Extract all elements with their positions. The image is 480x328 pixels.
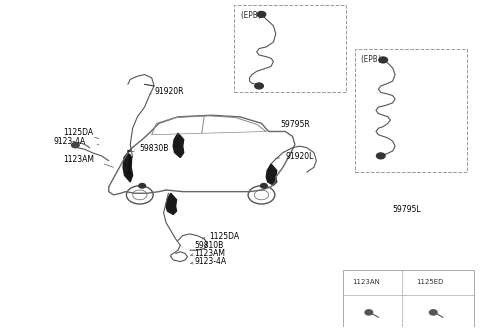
Text: 91920R: 91920R <box>149 87 183 96</box>
Circle shape <box>139 183 145 188</box>
Text: 59810B: 59810B <box>195 240 224 250</box>
Circle shape <box>379 57 387 63</box>
Text: 1125DA: 1125DA <box>63 128 94 137</box>
Text: 59795L: 59795L <box>393 205 421 214</box>
Text: 59830B: 59830B <box>132 144 169 153</box>
Text: 59795R: 59795R <box>281 120 310 130</box>
Text: 1123AN: 1123AN <box>352 279 380 285</box>
Circle shape <box>261 183 267 188</box>
Circle shape <box>72 143 79 148</box>
Polygon shape <box>266 164 277 185</box>
Text: 1125DA: 1125DA <box>209 233 239 241</box>
Bar <box>343 270 474 327</box>
Circle shape <box>376 153 385 159</box>
Circle shape <box>257 11 266 17</box>
Polygon shape <box>166 193 177 215</box>
Bar <box>355 49 467 172</box>
Bar <box>234 5 347 92</box>
Circle shape <box>365 310 372 315</box>
Polygon shape <box>123 153 132 182</box>
Text: 9123-4A: 9123-4A <box>195 257 227 266</box>
Polygon shape <box>173 133 184 157</box>
Text: 9123-4A: 9123-4A <box>54 137 86 147</box>
Text: 1123AM: 1123AM <box>63 155 95 164</box>
Circle shape <box>255 83 264 89</box>
Text: (EPB): (EPB) <box>239 11 262 20</box>
Text: 1123AM: 1123AM <box>195 249 226 258</box>
Text: 91920L: 91920L <box>275 152 314 161</box>
Text: 1125ED: 1125ED <box>417 279 444 285</box>
Circle shape <box>430 310 437 315</box>
Text: (EPB): (EPB) <box>360 55 383 64</box>
